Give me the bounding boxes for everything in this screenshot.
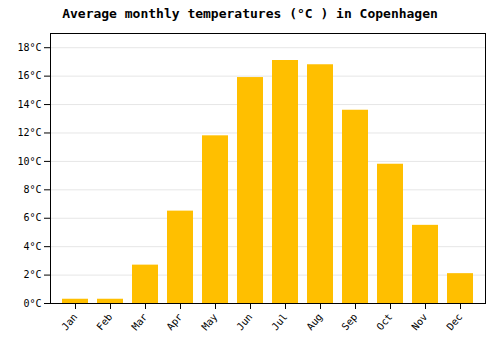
svg-text:0°C: 0°C [23, 298, 41, 309]
svg-text:Dec: Dec [444, 311, 464, 332]
svg-text:Aug: Aug [304, 311, 324, 332]
svg-text:4°C: 4°C [23, 241, 41, 252]
svg-text:18°C: 18°C [17, 42, 41, 53]
svg-text:Apr: Apr [164, 311, 184, 332]
svg-text:Oct: Oct [374, 311, 394, 332]
svg-text:May: May [199, 311, 219, 332]
svg-text:12°C: 12°C [17, 127, 41, 138]
svg-text:Feb: Feb [94, 311, 114, 332]
svg-text:Jan: Jan [59, 311, 79, 332]
svg-text:16°C: 16°C [17, 70, 41, 81]
svg-text:Sep: Sep [339, 311, 359, 332]
html-text:Average monthly temperatures (: Average monthly temperatures (°C ) in Co… [62, 6, 438, 21]
svg-text:8°C: 8°C [23, 184, 41, 195]
svg-text:Mar: Mar [129, 311, 149, 332]
svg-text:10°C: 10°C [17, 156, 41, 167]
svg-text:2°C: 2°C [23, 269, 41, 280]
svg-text:6°C: 6°C [23, 212, 41, 223]
svg-text:Nov: Nov [409, 311, 429, 332]
svg-text:Jul: Jul [269, 311, 289, 332]
svg-text:14°C: 14°C [17, 99, 41, 110]
svg-text:Jun: Jun [234, 311, 254, 332]
